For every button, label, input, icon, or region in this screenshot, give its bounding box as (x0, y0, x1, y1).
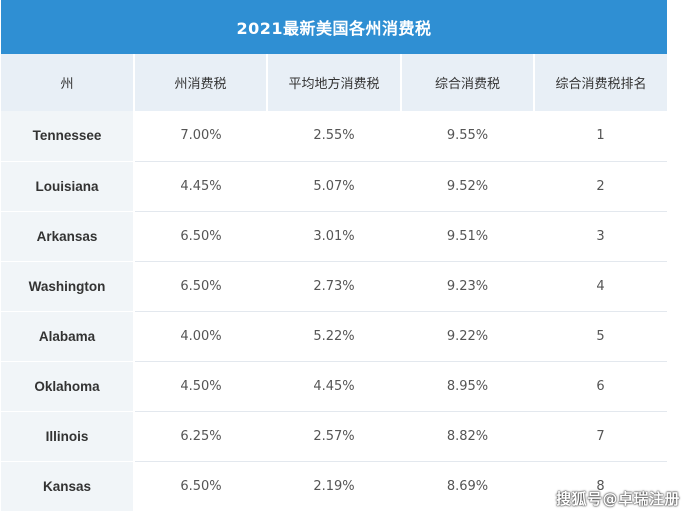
state-cell: Louisiana (1, 161, 135, 212)
rank-cell: 4 (534, 261, 667, 312)
combined-tax-cell: 9.55% (401, 111, 534, 162)
rank-cell: 6 (534, 361, 667, 412)
combined-tax-cell: 9.51% (401, 211, 534, 262)
sales-tax-table: 州 州消费税 平均地方消费税 综合消费税 综合消费税排名 Tennessee 7… (1, 54, 667, 511)
local-tax-cell: 2.57% (267, 411, 401, 462)
local-tax-cell: 5.07% (267, 161, 401, 212)
local-tax-cell: 2.55% (267, 111, 401, 162)
state-cell: Oklahoma (1, 361, 135, 412)
table-header-row: 州 州消费税 平均地方消费税 综合消费税 综合消费税排名 (1, 54, 667, 111)
table-title-bar: 2021最新美国各州消费税 (1, 0, 667, 54)
local-tax-cell: 2.19% (267, 461, 401, 511)
table-row: Louisiana 4.45% 5.07% 9.52% 2 (1, 161, 667, 212)
combined-tax-cell: 9.52% (401, 161, 534, 212)
combined-tax-cell: 9.22% (401, 311, 534, 362)
column-header-rank: 综合消费税排名 (534, 54, 667, 111)
rank-cell: 5 (534, 311, 667, 362)
rank-cell: 3 (534, 211, 667, 262)
rank-cell: 1 (534, 111, 667, 162)
table-row: Washington 6.50% 2.73% 9.23% 4 (1, 261, 667, 312)
state-tax-cell: 6.50% (134, 461, 267, 511)
state-tax-cell: 4.45% (134, 161, 267, 212)
state-tax-cell: 7.00% (134, 111, 267, 162)
state-tax-cell: 6.25% (134, 411, 267, 462)
column-header-combined-tax: 综合消费税 (401, 54, 535, 111)
source-watermark: 搜狐号@卓瑞注册 (555, 490, 680, 508)
column-header-state: 州 (1, 54, 135, 111)
combined-tax-cell: 8.69% (401, 461, 534, 511)
state-tax-cell: 4.50% (134, 361, 267, 412)
state-cell: Washington (1, 261, 135, 312)
table-row: Arkansas 6.50% 3.01% 9.51% 3 (1, 211, 667, 262)
table-row: Alabama 4.00% 5.22% 9.22% 5 (1, 311, 667, 362)
rank-cell: 7 (534, 411, 667, 462)
combined-tax-cell: 8.82% (401, 411, 534, 462)
rank-cell: 2 (534, 161, 667, 212)
state-tax-cell: 6.50% (134, 211, 267, 262)
table-row: Illinois 6.25% 2.57% 8.82% 7 (1, 411, 667, 462)
table-row: Tennessee 7.00% 2.55% 9.55% 1 (1, 111, 667, 162)
table-row: Oklahoma 4.50% 4.45% 8.95% 6 (1, 361, 667, 412)
table-title: 2021最新美国各州消费税 (236, 19, 432, 38)
combined-tax-cell: 8.95% (401, 361, 534, 412)
table-row: Kansas 6.50% 2.19% 8.69% 8 (1, 461, 667, 511)
local-tax-cell: 5.22% (267, 311, 401, 362)
combined-tax-cell: 9.23% (401, 261, 534, 312)
state-cell: Tennessee (1, 111, 135, 162)
state-cell: Illinois (1, 411, 135, 462)
state-cell: Kansas (1, 461, 135, 511)
local-tax-cell: 3.01% (267, 211, 401, 262)
state-tax-cell: 6.50% (134, 261, 267, 312)
local-tax-cell: 4.45% (267, 361, 401, 412)
local-tax-cell: 2.73% (267, 261, 401, 312)
state-cell: Arkansas (1, 211, 135, 262)
column-header-local-tax: 平均地方消费税 (267, 54, 402, 111)
state-tax-cell: 4.00% (134, 311, 267, 362)
column-header-state-tax: 州消费税 (134, 54, 268, 111)
state-cell: Alabama (1, 311, 135, 362)
rank-cell: 8 (534, 461, 667, 511)
